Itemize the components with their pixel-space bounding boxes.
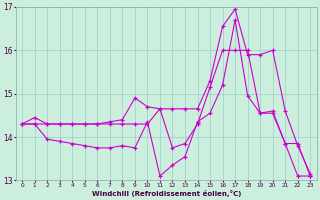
X-axis label: Windchill (Refroidissement éolien,°C): Windchill (Refroidissement éolien,°C) [92,190,241,197]
